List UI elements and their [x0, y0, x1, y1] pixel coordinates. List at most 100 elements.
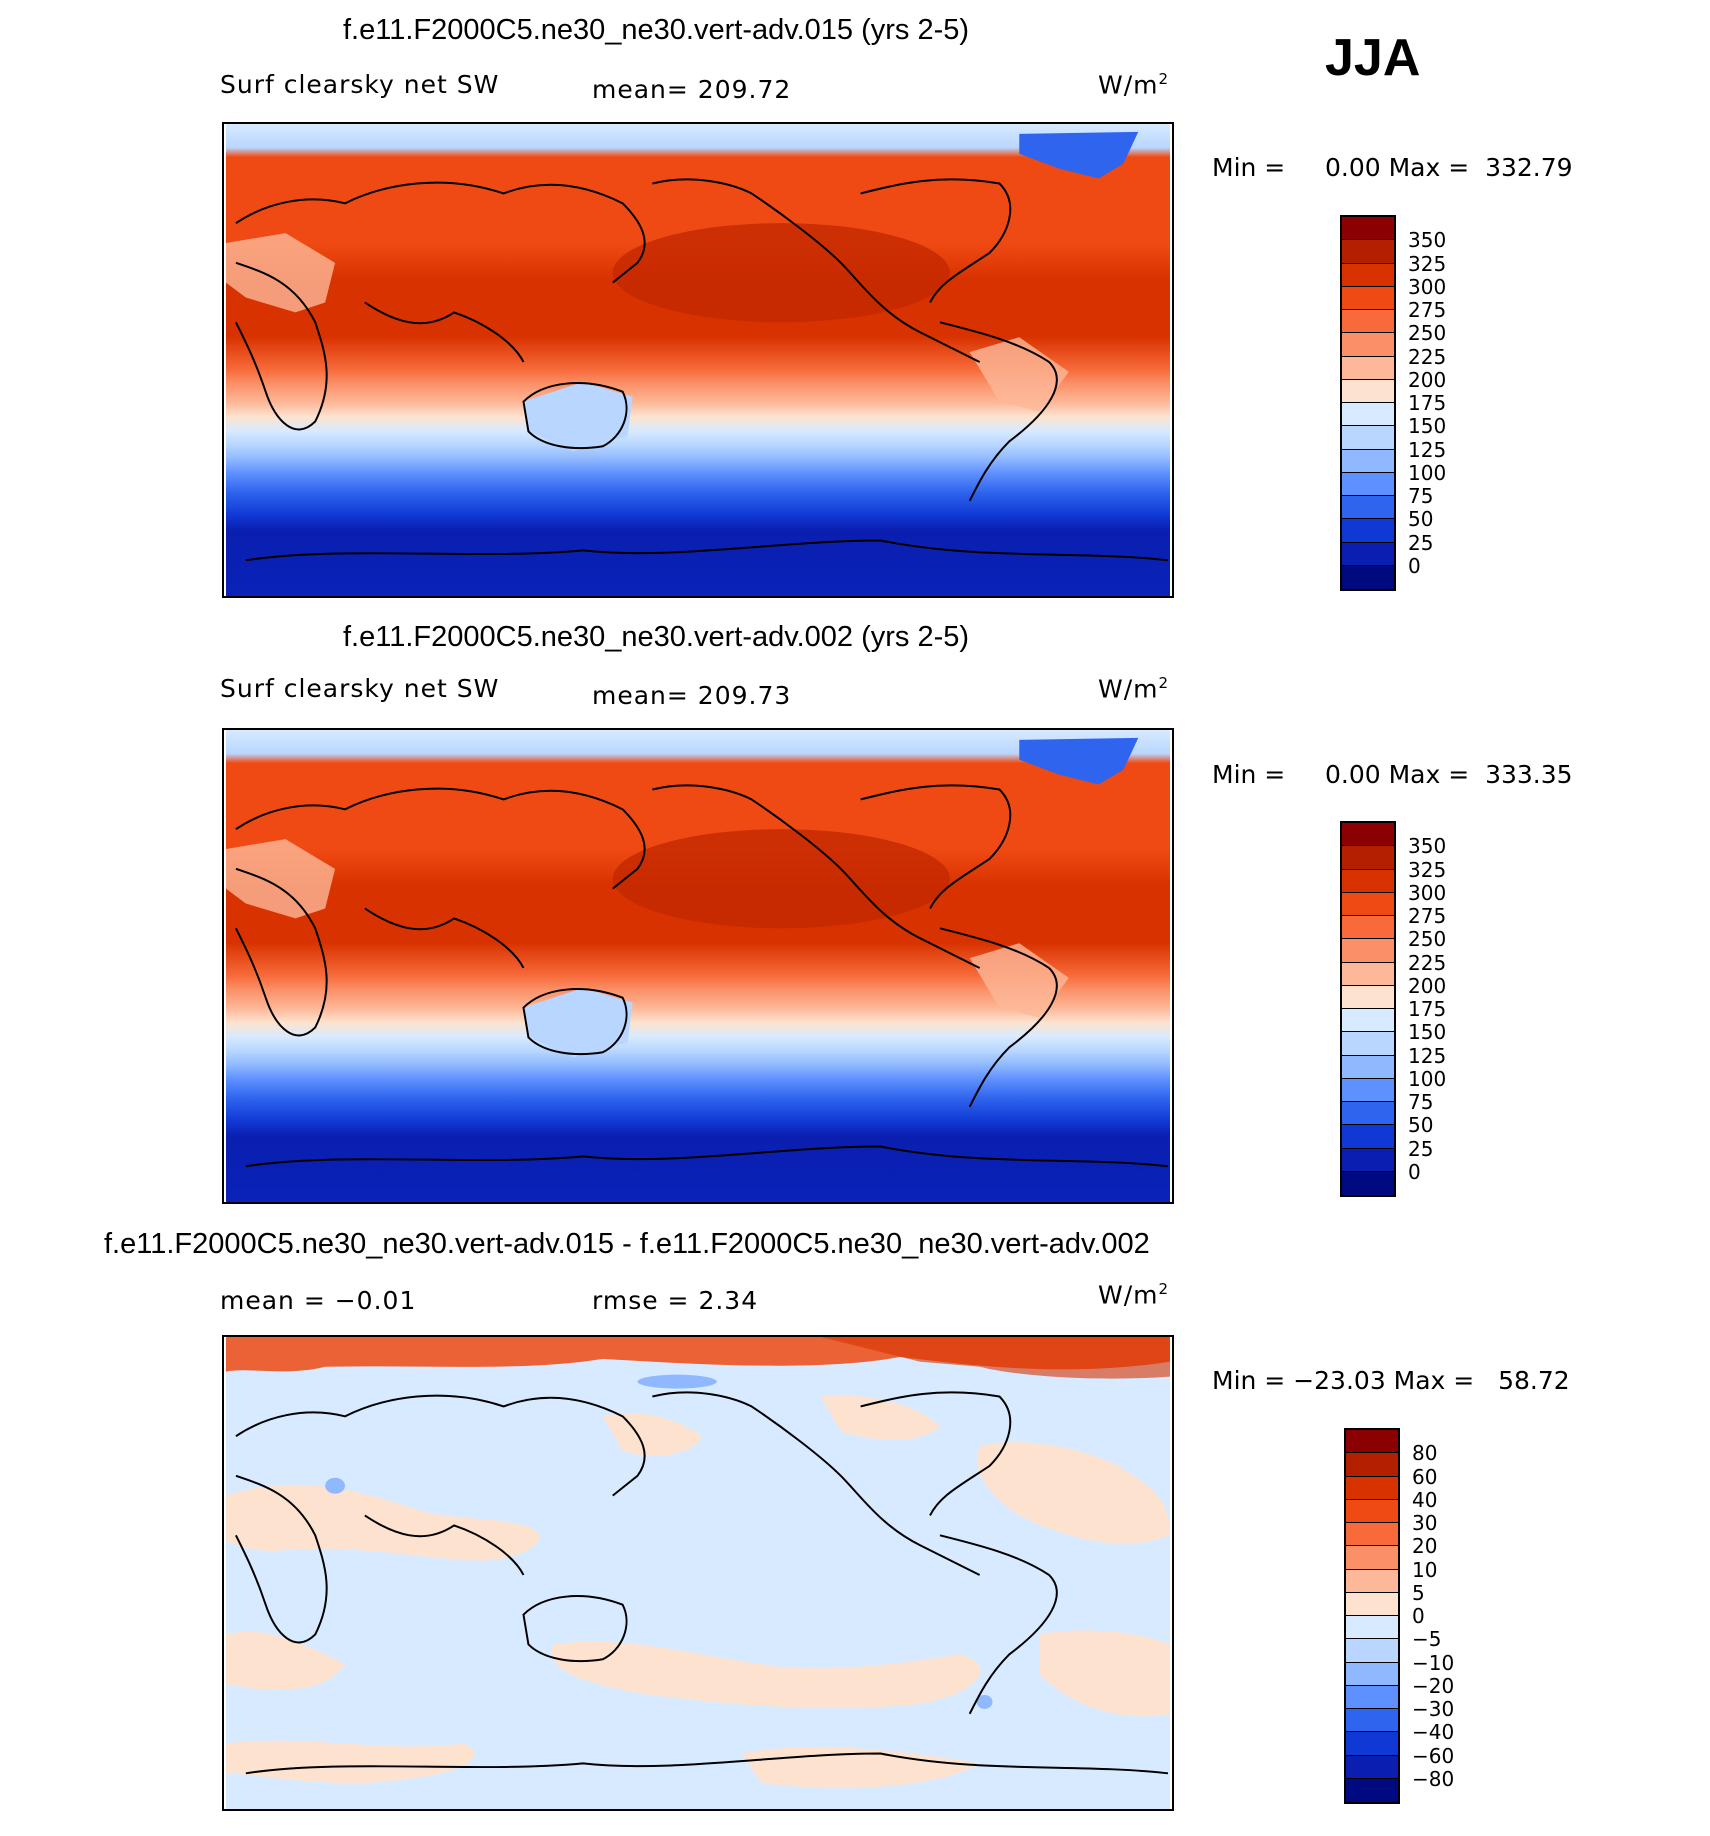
panel-3-minmax: Min = −23.03 Max = 58.72	[1212, 1366, 1570, 1395]
colorbar-segment	[1346, 1662, 1398, 1686]
panel-1-australia	[523, 381, 633, 452]
colorbar-segment	[1342, 519, 1394, 543]
panel-3-map-svg	[226, 1337, 1170, 1809]
colorbar-tick-label: 150	[1408, 1020, 1447, 1045]
colorbar-segment	[1342, 565, 1394, 589]
colorbar-segment	[1342, 356, 1394, 380]
colorbar-tick-label: −10	[1412, 1650, 1455, 1675]
colorbar-tick-label: 225	[1408, 950, 1447, 975]
colorbar-segment	[1346, 1685, 1398, 1709]
panel-2-coastlines	[235, 784, 1169, 1168]
colorbar-tick-label: 100	[1408, 460, 1447, 485]
colorbar-tick-label: 75	[1408, 484, 1434, 508]
panel-3-negative-patches	[325, 1374, 993, 1709]
colorbar-segment	[1342, 869, 1394, 893]
colorbar-segment	[1342, 1125, 1394, 1149]
panel-3-field	[226, 1337, 1170, 1809]
season-label: JJA	[1325, 29, 1421, 87]
colorbar-segment	[1342, 1171, 1394, 1195]
panel-2-variable: Surf clearsky net SW	[220, 674, 500, 703]
panel-3-positive-patches	[226, 1395, 1170, 1789]
panel-1-units: W/m2	[1098, 70, 1170, 100]
colorbar-tick-label: 25	[1408, 530, 1434, 555]
panel-3-mean: mean = −0.01	[220, 1286, 417, 1315]
panel-1-s-america	[969, 337, 1069, 412]
colorbar-segment	[1346, 1523, 1398, 1547]
panel-1-pacific-max	[612, 223, 950, 323]
colorbar-tick-label: 0	[1412, 1604, 1425, 1628]
colorbar-tick-label: −30	[1412, 1697, 1455, 1721]
colorbar-segment	[1346, 1592, 1398, 1616]
panel-2-title: f.e11.F2000C5.ne30_ne30.vert-adv.002 (yr…	[343, 621, 970, 653]
panel-2-map	[222, 728, 1174, 1204]
colorbar-tick-label: 25	[1408, 1136, 1434, 1161]
colorbar-tick-label: 300	[1408, 880, 1447, 905]
colorbar-segment	[1342, 1009, 1394, 1033]
colorbar-tick-label: 125	[1408, 1043, 1447, 1068]
colorbar-tick-label: 30	[1412, 1511, 1438, 1535]
colorbar-segment	[1342, 542, 1394, 566]
colorbar-segment	[1342, 892, 1394, 916]
colorbar-tick-label: 100	[1408, 1066, 1447, 1091]
colorbar-segment	[1342, 1032, 1394, 1056]
colorbar-tick-label: 75	[1408, 1090, 1434, 1114]
panel-2-map-svg	[226, 730, 1170, 1202]
colorbar-tick-label: 175	[1408, 391, 1447, 415]
colorbar-tick-label: 300	[1408, 274, 1447, 299]
colorbar-tick-label: 50	[1408, 507, 1434, 532]
colorbar-tick-label: 250	[1408, 927, 1447, 952]
colorbar-segment	[1346, 1639, 1398, 1663]
colorbar-tick-label: 275	[1408, 904, 1447, 928]
panel-3-units: W/m2	[1098, 1280, 1170, 1310]
colorbar-segment	[1342, 916, 1394, 940]
colorbar-segment	[1342, 263, 1394, 287]
colorbar-segment	[1342, 823, 1394, 847]
colorbar-tick-label: 5	[1412, 1580, 1425, 1605]
panel-1-title: f.e11.F2000C5.ne30_ne30.vert-adv.015 (yr…	[343, 14, 970, 46]
panel-2-greenland	[1019, 737, 1139, 785]
colorbar-segment	[1346, 1778, 1398, 1802]
colorbar-tick-label: 325	[1408, 251, 1447, 276]
colorbar-segment	[1342, 1055, 1394, 1079]
colorbar-segment	[1342, 403, 1394, 427]
colorbar-segment	[1342, 962, 1394, 986]
panel-3-title: f.e11.F2000C5.ne30_ne30.vert-adv.015 - f…	[104, 1228, 1150, 1260]
colorbar-segment	[1342, 1148, 1394, 1172]
panel-2-units: W/m2	[1098, 674, 1170, 704]
colorbar-segment	[1342, 1078, 1394, 1102]
colorbar-tick-label: 150	[1408, 414, 1447, 439]
colorbar-tick-label: 350	[1408, 228, 1447, 253]
colorbar-tick-label: 350	[1408, 834, 1447, 859]
colorbar-tick-label: 60	[1412, 1464, 1438, 1489]
colorbar-segment	[1342, 379, 1394, 403]
colorbar-tick-label: −60	[1412, 1743, 1455, 1768]
colorbar-segment	[1342, 310, 1394, 334]
colorbar-segment	[1346, 1569, 1398, 1593]
colorbar-tick-label: 0	[1408, 553, 1421, 578]
colorbar-tick-label: 325	[1408, 857, 1447, 882]
colorbar-segment	[1342, 240, 1394, 264]
colorbar-tick-label: 20	[1412, 1534, 1438, 1559]
panel-2-mean: mean= 209.73	[592, 681, 792, 710]
colorbar-tick-label: 225	[1408, 344, 1447, 369]
colorbar-tick-label: 80	[1412, 1441, 1438, 1466]
colorbar-tick-label: 200	[1408, 973, 1447, 998]
panel-1-coastlines	[235, 178, 1169, 562]
colorbar-segment	[1346, 1430, 1398, 1454]
panel-1-sahara	[226, 233, 336, 313]
panel-1-map	[222, 122, 1174, 598]
colorbar-tick-label: 200	[1408, 367, 1447, 392]
panel-1-minmax: Min = 0.00 Max = 332.79	[1212, 153, 1573, 182]
panel-1-mean: mean= 209.72	[592, 75, 792, 104]
colorbar-tick-label: 10	[1412, 1557, 1438, 1582]
panel-2-colorbar	[1340, 821, 1396, 1197]
panel-3-colorbar	[1344, 1428, 1400, 1804]
colorbar-segment	[1342, 496, 1394, 520]
panel-2-s-america	[969, 943, 1069, 1018]
colorbar-segment	[1342, 1102, 1394, 1126]
colorbar-tick-label: −80	[1412, 1766, 1455, 1791]
colorbar-tick-label: 250	[1408, 321, 1447, 346]
panel-3-arctic-max	[820, 1337, 1170, 1379]
colorbar-segment	[1346, 1616, 1398, 1640]
panel-1-greenland	[1019, 131, 1139, 179]
